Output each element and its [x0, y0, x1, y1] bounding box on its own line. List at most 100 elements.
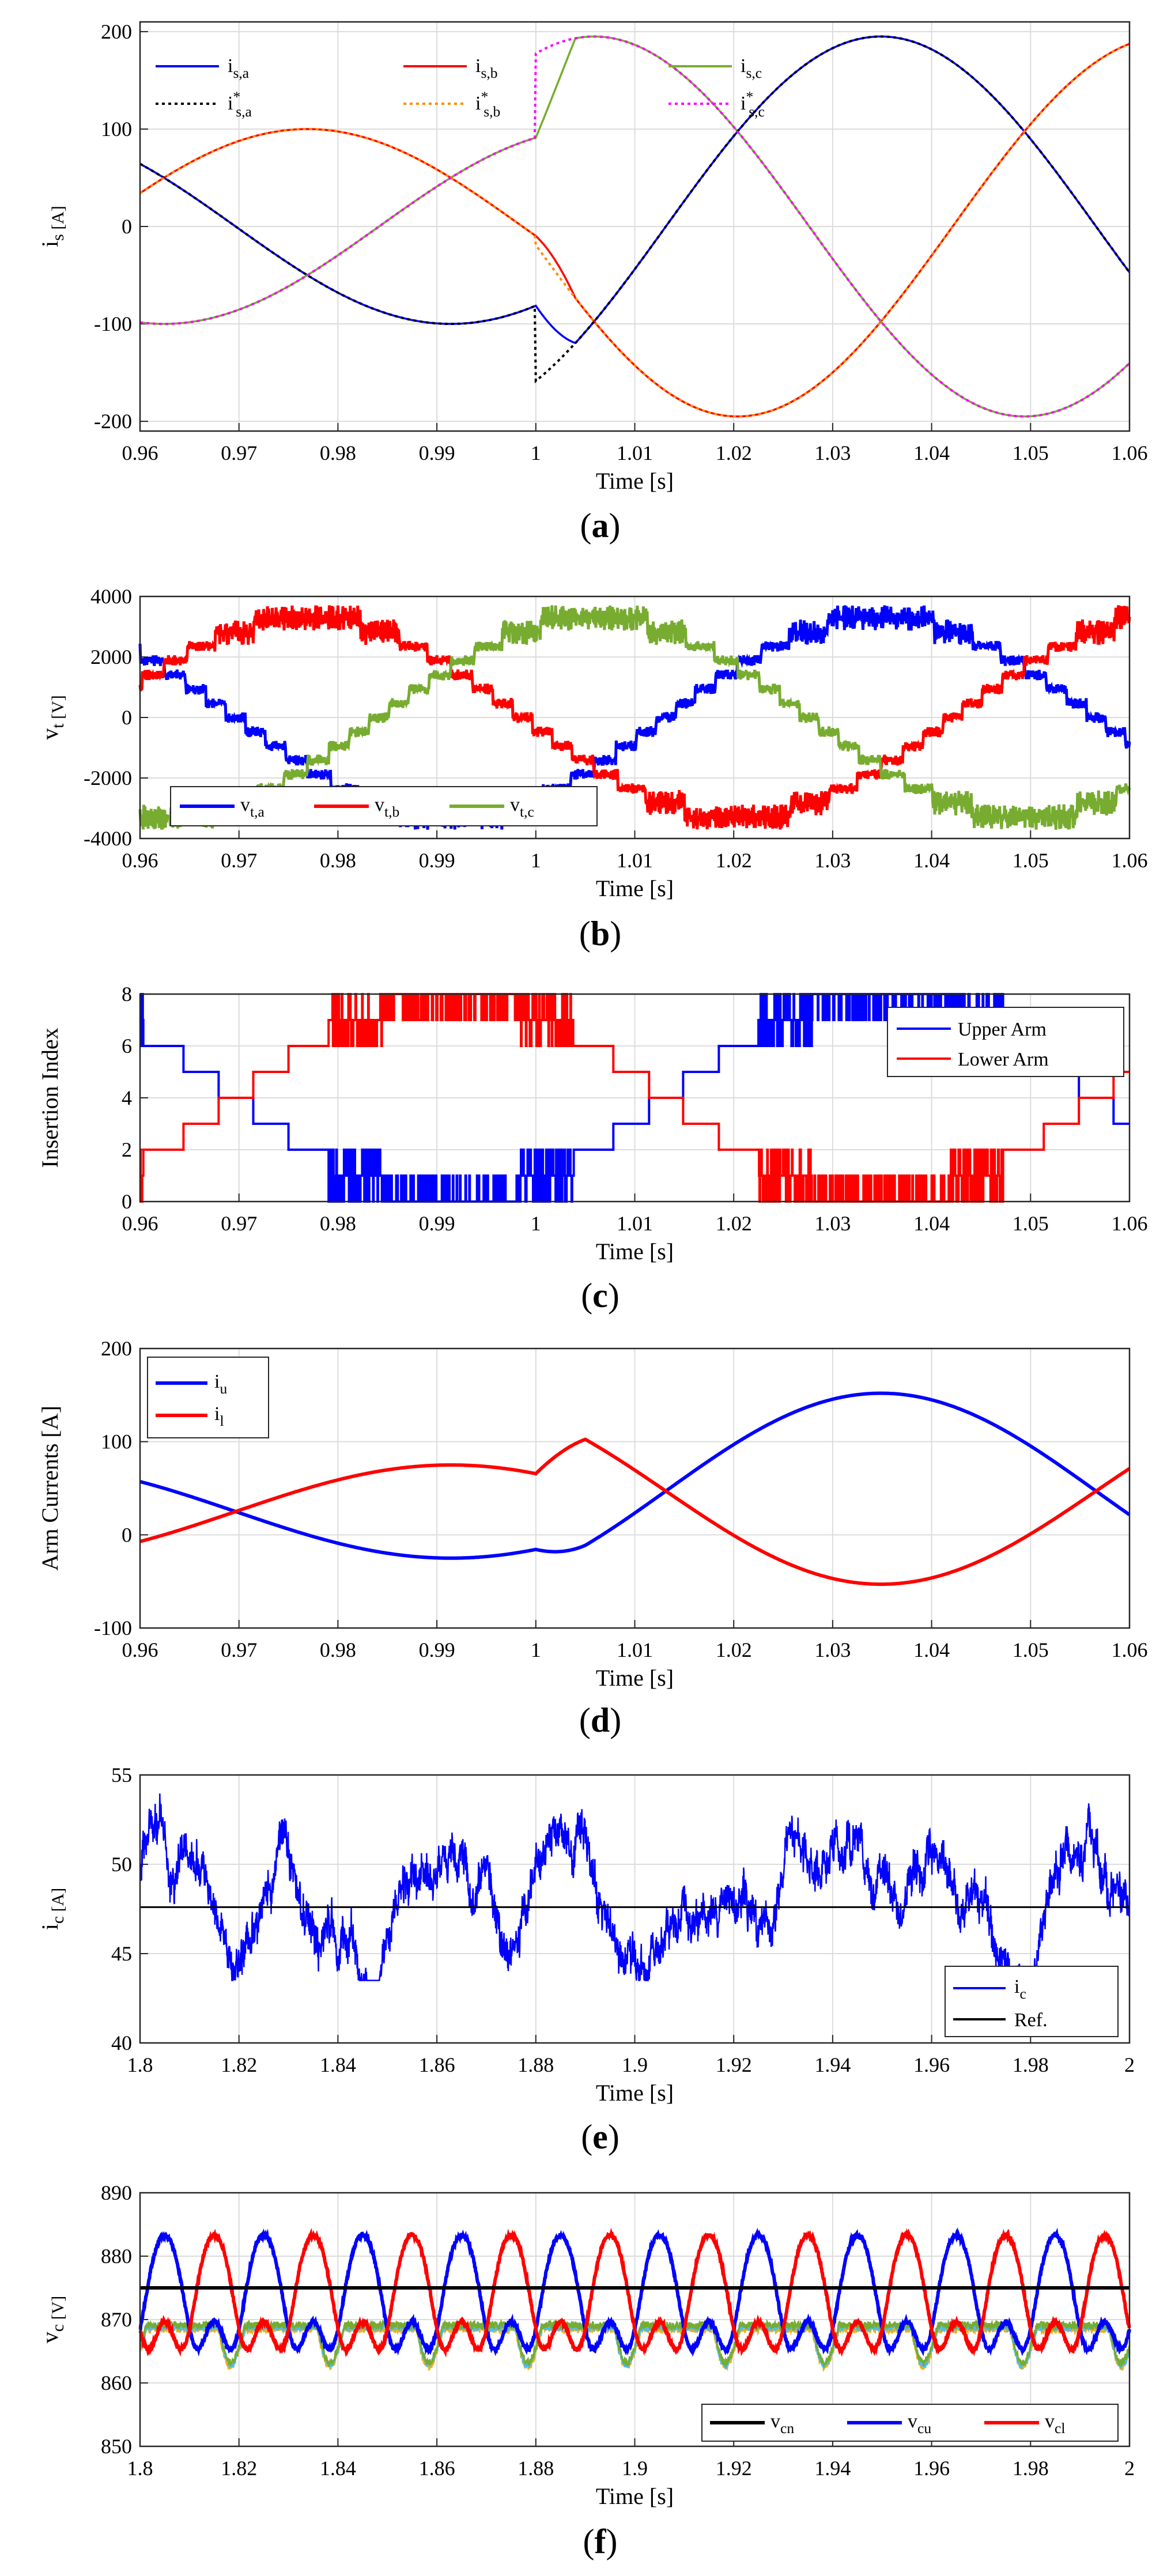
x-tick-label: 1.98: [1013, 2457, 1049, 2480]
y-tick-label: 2000: [90, 645, 132, 668]
y-tick-label: 880: [101, 2245, 132, 2268]
y-tick-label: -4000: [84, 827, 132, 850]
x-tick-label: 1.01: [617, 441, 653, 464]
legend: is,a is,b is,c i* s,a i* s,b i* s,c: [156, 55, 765, 120]
legend-label: vcn: [770, 2411, 794, 2437]
legend-label: is,b: [475, 55, 498, 81]
legend-label: i* s,b: [475, 88, 500, 120]
x-tick-label: 1.84: [320, 2053, 356, 2076]
x-tick-label: 1.9: [622, 2457, 648, 2480]
x-tick-label: 0.98: [320, 441, 356, 464]
x-tick-label: 0.96: [122, 441, 158, 464]
x-tick-label: 1.05: [1013, 441, 1049, 464]
x-tick-label: 1.98: [1013, 2053, 1049, 2076]
series-line-i-s-c: [139, 35, 1131, 418]
panel-caption: (b): [579, 915, 621, 953]
x-tick-label: 0.97: [221, 441, 257, 464]
x-tick-label: 0.96: [122, 1638, 158, 1661]
x-axis-label: Time [s]: [596, 1238, 674, 1264]
x-tick-label: 0.99: [419, 1638, 455, 1661]
legend: Upper Arm Lower Arm: [887, 1007, 1124, 1077]
x-tick-label: 1.92: [716, 2457, 752, 2480]
x-tick-label: 1.03: [814, 1638, 851, 1661]
y-tick-label: 200: [101, 20, 132, 43]
x-tick-label: 1.06: [1112, 1212, 1148, 1235]
x-tick-label: 1.88: [517, 2053, 554, 2076]
y-tick-label: 850: [101, 2435, 132, 2458]
panel-caption: (d): [579, 1701, 621, 1739]
legend-label: i* s,a: [228, 88, 252, 120]
x-tick-label: 1.84: [320, 2457, 356, 2480]
axes-frame: [139, 2192, 1131, 2447]
x-axis-label: Time [s]: [596, 2483, 674, 2509]
x-tick-label: 1.03: [814, 441, 851, 464]
y-tick-label: 6: [122, 1034, 132, 1057]
panel-caption: (e): [581, 2118, 620, 2156]
x-tick-label: 1.01: [617, 849, 653, 872]
x-tick-label: 1.94: [814, 2457, 851, 2480]
legend: ic Ref.: [945, 1966, 1119, 2037]
y-axis-label: vt [V]: [37, 695, 67, 739]
x-tick-label: 1.8: [127, 2053, 153, 2076]
x-tick-label: 1.86: [419, 2053, 455, 2076]
axes-frame: [139, 595, 1131, 840]
y-tick-label: 0: [122, 706, 132, 729]
y-tick-label: 100: [101, 1430, 132, 1453]
x-tick-label: 1.88: [517, 2457, 554, 2480]
x-tick-label: 1.8: [127, 2457, 153, 2480]
x-tick-label: 0.96: [122, 1212, 158, 1235]
y-tick-label: 0: [122, 1190, 132, 1213]
y-tick-label: 2: [122, 1138, 132, 1161]
y-tick-label: 200: [101, 1337, 132, 1360]
x-tick-label: 0.96: [122, 849, 158, 872]
y-axis-label: Arm Currents [A]: [37, 1406, 63, 1571]
x-tick-label: 1.96: [913, 2457, 950, 2480]
y-axis-label: Insertion Index: [37, 1028, 63, 1168]
legend-label: is,c: [741, 55, 762, 81]
series-line-i--s-b: [139, 43, 1130, 418]
x-tick-label: 1: [531, 1212, 541, 1235]
legend-box: [147, 1357, 269, 1438]
panel-d-arm-currents: 0.96 0.97 0.98 0.99 1 1.01 1.02 1.03 1.04 1.05 1.0…: [37, 1337, 1148, 1739]
y-axis-label: is [A]: [37, 206, 67, 247]
panel-e-circulating-current: 1.8 1.82 1.84 1.86 1.88 1.9 1.92 1.94 1.96 1.98 2 4…: [37, 1763, 1135, 2156]
x-tick-label: 1.82: [221, 2457, 257, 2480]
y-tick-label: 0: [122, 215, 132, 238]
y-tick-label: 100: [101, 118, 132, 141]
x-tick-label: 1.03: [814, 1212, 851, 1235]
y-tick-label: 8: [122, 983, 132, 1006]
x-axis-label: Time [s]: [596, 1665, 674, 1691]
data-lines: [139, 35, 1131, 418]
series-line-i-c: [139, 1793, 1131, 1981]
data-lines: [139, 1391, 1131, 1586]
x-tick-label: 0.99: [419, 1212, 455, 1235]
y-tick-label: 870: [101, 2308, 132, 2331]
x-tick-label: 0.97: [221, 849, 257, 872]
data-lines: [138, 605, 1131, 830]
x-tick-label: 1.96: [913, 2053, 950, 2076]
series-line-lower-arm: [139, 993, 1130, 1203]
series-line-v-t-c: [138, 605, 1131, 830]
y-tick-label: -100: [94, 312, 132, 335]
y-tick-label: 0: [122, 1523, 132, 1546]
x-tick-label: 0.97: [221, 1212, 257, 1235]
series-line-v-t-b: [138, 605, 1131, 830]
legend-label: vt,c: [510, 794, 534, 820]
x-tick-label: 1: [531, 441, 541, 464]
axes-frame: [139, 1774, 1131, 2044]
legend: vt,a vt,b vt,c: [170, 786, 598, 826]
x-tick-label: 1.03: [814, 849, 851, 872]
x-tick-label: 1.04: [913, 849, 950, 872]
legend-label: vt,a: [240, 794, 265, 820]
y-axis-label: ic [A]: [37, 1888, 67, 1931]
y-tick-label: 40: [111, 2031, 132, 2054]
data-lines: [138, 2227, 1131, 2373]
x-axis-label: Time [s]: [596, 468, 674, 494]
x-tick-label: 0.99: [419, 849, 455, 872]
x-tick-label: 1.04: [913, 1212, 950, 1235]
series-line-v-t-a: [138, 605, 1131, 830]
series-line-i-u: [139, 1391, 1131, 1560]
axes-frame: [139, 993, 1131, 1203]
submodule-trace: [139, 2318, 1131, 2370]
